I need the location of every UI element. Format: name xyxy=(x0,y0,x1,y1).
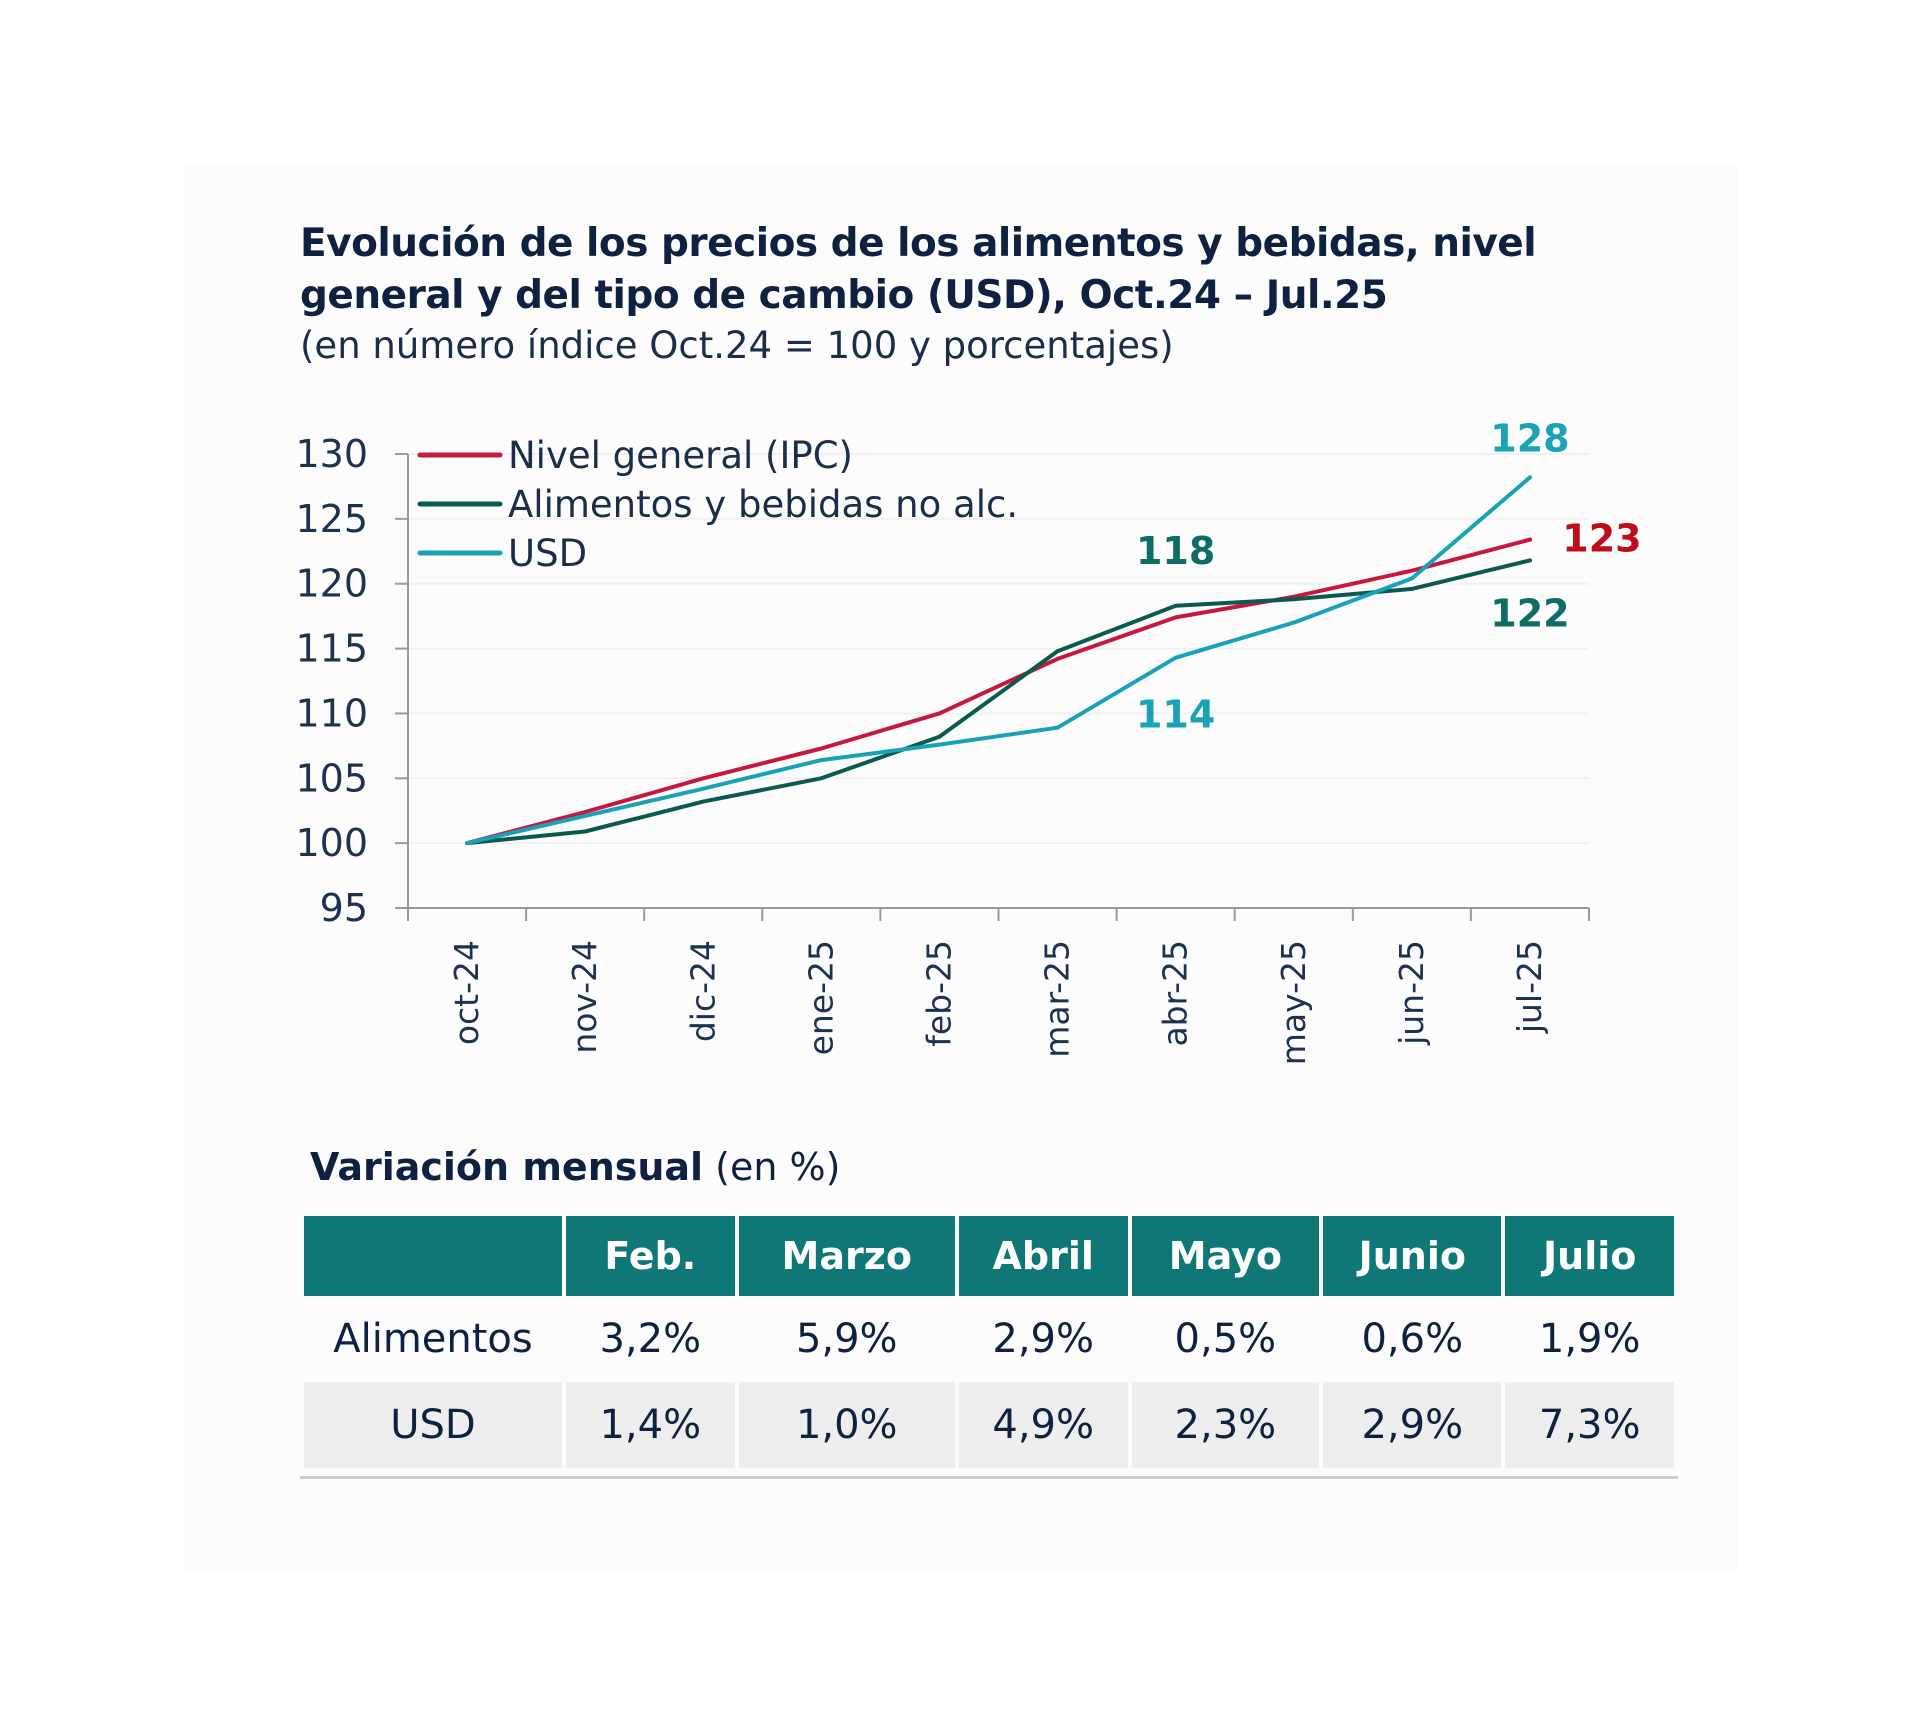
series-line-nivel-general-ipc xyxy=(465,537,1532,846)
table-title-unit: (en %) xyxy=(703,1145,841,1189)
y-tick-label: 100 xyxy=(295,821,368,865)
table-cell: 5,9% xyxy=(795,1316,898,1362)
x-tick-label: nov-24 xyxy=(565,940,604,1054)
x-tick-label: jul-25 xyxy=(1510,940,1549,1034)
axes xyxy=(395,453,1590,921)
monthly-variation-table: Feb. Marzo Abril Mayo Junio Julio Alimen… xyxy=(300,1216,1678,1468)
y-tick-label: 105 xyxy=(295,756,368,800)
data-label: 118 xyxy=(1136,529,1215,573)
x-tick-label: oct-24 xyxy=(447,940,486,1045)
table-cell: 2,9% xyxy=(1323,1382,1502,1468)
y-tick-label: 110 xyxy=(295,691,368,735)
table-cell: 3,2% xyxy=(599,1316,702,1362)
chart-subtitle: (en número índice Oct.24 = 100 y porcent… xyxy=(300,324,1174,367)
table-row: Alimentos 3,2% 5,9% 2,9% 0,5% 0,6% 1,9% xyxy=(304,1296,1674,1382)
series-line-usd xyxy=(465,475,1532,846)
column-header: Marzo xyxy=(738,1216,955,1296)
table-cell: 4,9% xyxy=(958,1382,1128,1468)
column-header: Julio xyxy=(1505,1216,1674,1296)
column-header: Abril xyxy=(958,1216,1128,1296)
x-tick-label: mar-25 xyxy=(1038,940,1077,1058)
x-tick-label: ene-25 xyxy=(801,940,840,1055)
data-label: 122 xyxy=(1490,591,1569,635)
x-tick-label: dic-24 xyxy=(683,940,722,1042)
row-label: Alimentos xyxy=(333,1316,533,1362)
table-cell: 1,9% xyxy=(1538,1316,1641,1362)
table-cell: 2,9% xyxy=(992,1316,1095,1362)
table-cell: 1,4% xyxy=(566,1382,735,1468)
y-tick-label: 115 xyxy=(295,627,368,671)
line-chart: 95 100 105 110 115 120 125 130 oct-24 nov-24 dic-… xyxy=(295,416,1642,1065)
data-label: 123 xyxy=(1562,517,1641,561)
series-lines xyxy=(465,475,1532,846)
series-line-alimentos-y-bebidas-no-alc xyxy=(465,558,1532,846)
table-cell: 0,5% xyxy=(1174,1316,1277,1362)
table-header-row: Feb. Marzo Abril Mayo Junio Julio xyxy=(304,1216,1674,1296)
data-label: 114 xyxy=(1136,693,1215,737)
column-header: Feb. xyxy=(566,1216,735,1296)
chart-card xyxy=(183,165,1738,1573)
y-tick-label: 120 xyxy=(295,562,368,606)
table-cell: 7,3% xyxy=(1505,1382,1674,1468)
y-tick-label: 125 xyxy=(295,497,368,541)
table-title: Variación mensual (en %) xyxy=(310,1145,840,1189)
table-row: USD 1,4% 1,0% 4,9% 2,3% 2,9% 7,3% xyxy=(304,1382,1674,1468)
table-cell: 1,0% xyxy=(738,1382,955,1468)
legend-label: Nivel general (IPC) xyxy=(508,434,853,477)
legend: Nivel general (IPC) Alimentos y bebidas n… xyxy=(417,434,1018,575)
table-cell: 0,6% xyxy=(1361,1316,1464,1362)
x-tick-labels: oct-24 nov-24 dic-24 ene-25 feb-25 mar-25 abr-… xyxy=(447,940,1549,1065)
data-label: 128 xyxy=(1490,416,1569,460)
x-tick-label: jun-25 xyxy=(1392,940,1431,1046)
legend-label: Alimentos y bebidas no alc. xyxy=(508,483,1018,526)
y-tick-label: 130 xyxy=(295,432,368,476)
y-tick-label: 95 xyxy=(320,886,368,930)
chart-title: Evolución de los precios de los alimento… xyxy=(300,221,1537,318)
data-labels: 118 114 128 123 122 xyxy=(1136,416,1642,736)
column-header: Junio xyxy=(1323,1216,1502,1296)
gridlines xyxy=(408,453,1589,845)
table-title-bold: Variación mensual xyxy=(310,1145,704,1189)
legend-label: USD xyxy=(508,532,587,575)
y-tick-labels: 95 100 105 110 115 120 125 130 xyxy=(295,432,368,930)
x-tick-label: feb-25 xyxy=(919,940,958,1047)
row-label: USD xyxy=(304,1382,562,1468)
column-header: Mayo xyxy=(1131,1216,1320,1296)
table-cell: 2,3% xyxy=(1131,1382,1320,1468)
x-tick-label: may-25 xyxy=(1274,940,1313,1065)
table-bottom-border xyxy=(300,1476,1678,1479)
column-header xyxy=(304,1216,562,1296)
x-tick-label: abr-25 xyxy=(1156,940,1195,1047)
